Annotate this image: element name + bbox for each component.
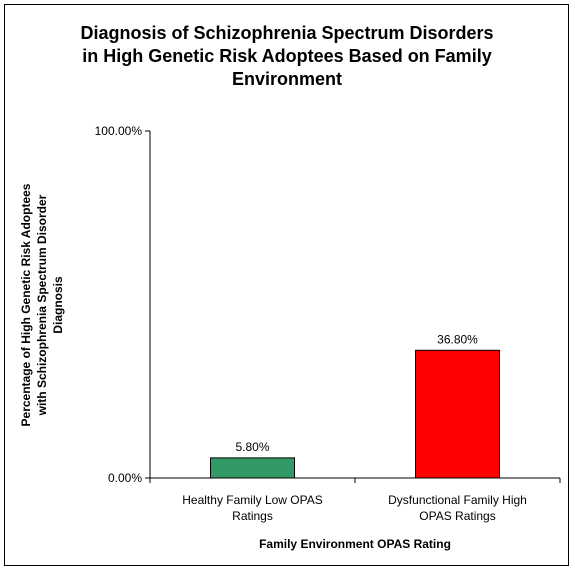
data-label-2: 36.80% <box>437 332 478 346</box>
category-label-line: Healthy Family Low OPAS <box>182 493 323 507</box>
x-axis-title: Family Environment OPAS Rating <box>259 537 451 551</box>
bar-1 <box>210 457 295 479</box>
data-labels: 5.80% 36.80% <box>235 332 478 454</box>
y-axis-title-text: Percentage of High Genetic Risk Adoptees… <box>19 183 65 426</box>
category-label-line: Ratings <box>232 509 273 523</box>
chart-title: Diagnosis of Schizophrenia Spectrum Diso… <box>80 23 493 89</box>
category-labels: Healthy Family Low OPAS Ratings Dysfunctio… <box>182 493 527 523</box>
category-label-2: Dysfunctional Family High OPAS Ratings <box>388 493 527 523</box>
y-tick-label: 100.00% <box>95 124 143 138</box>
y-axis-title: Percentage of High Genetic Risk Adoptees… <box>19 183 65 426</box>
chart-title-line-1: Diagnosis of Schizophrenia Spectrum Diso… <box>80 23 493 43</box>
bar-2 <box>415 349 500 479</box>
y-axis-title-line-2: with Schizophrenia Spectrum Disorder <box>35 194 49 416</box>
y-axis-title-line-3: Diagnosis <box>51 276 65 334</box>
category-label-1: Healthy Family Low OPAS Ratings <box>182 493 323 523</box>
x-axis-ticks <box>149 478 561 483</box>
category-label-line: Dysfunctional Family High <box>388 493 527 507</box>
chart-title-line-3: Environment <box>232 69 342 89</box>
y-axis-ticks: 0.00% 100.00% <box>95 124 150 485</box>
y-tick-label: 0.00% <box>108 471 142 485</box>
y-axis-title-line-1: Percentage of High Genetic Risk Adoptees <box>19 183 33 426</box>
bars <box>210 349 500 479</box>
chart-title-line-2: in High Genetic Risk Adoptees Based on F… <box>82 46 491 66</box>
category-label-line: OPAS Ratings <box>419 509 495 523</box>
data-label-1: 5.80% <box>235 440 269 454</box>
